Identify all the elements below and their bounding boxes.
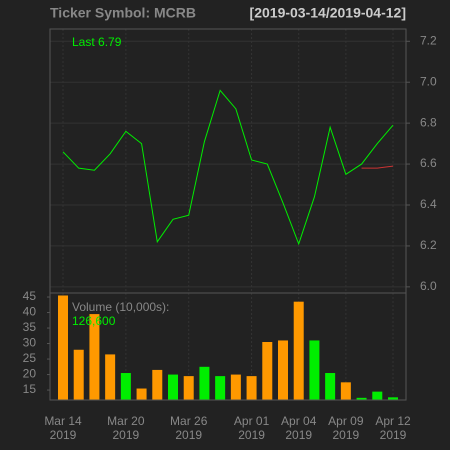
x-tick-label: Mar 26 [170,414,208,428]
y-tick-label: 45 [23,289,37,303]
volume-bar [89,314,100,400]
volume-bar [73,349,84,400]
volume-bar [105,354,116,400]
y-tick-label: 40 [23,305,37,319]
volume-bar [372,391,383,400]
price-line [62,89,394,246]
x-tick-year: 2019 [380,428,407,442]
volume-bar [58,295,68,400]
y-tick-label: 20 [23,367,37,381]
price-line [361,165,394,169]
volume-last: 126,600 [72,314,116,328]
x-tick-year: 2019 [333,428,360,442]
volume-bar [136,388,147,400]
x-tick-year: 2019 [113,428,140,442]
y-tick-label: 6.6 [420,156,437,170]
volume-bar [215,376,226,400]
y-tick-label: 7.2 [420,33,437,47]
y-tick-label: 6.0 [420,279,437,293]
x-tick-label: Apr 01 [234,414,270,428]
y-tick-label: 25 [23,351,37,365]
y-tick-label: 6.4 [420,197,437,211]
volume-bar [152,369,163,400]
y-tick-label: 35 [23,320,37,334]
volume-bar [183,376,194,400]
volume-bar [120,373,131,400]
x-tick-label: Apr 09 [328,414,364,428]
y-tick-label: 7.0 [420,74,437,88]
volume-bar [199,366,210,400]
volume-bar [325,373,336,400]
volume-bar [356,397,367,400]
x-tick-year: 2019 [50,428,77,442]
volume-bar [278,340,288,400]
y-tick-label: 30 [23,336,37,350]
volume-bar [388,397,398,400]
y-tick-label: 6.8 [420,115,437,129]
volume-bar [309,340,320,400]
x-tick-year: 2019 [285,428,312,442]
volume-legend: Volume (10,000s): [72,300,169,314]
volume-frame [49,292,407,401]
x-tick-label: Apr 04 [281,414,317,428]
volume-bar [293,301,304,400]
x-tick-label: Mar 20 [107,414,145,428]
volume-bar [246,376,257,400]
volume-bar [262,342,273,400]
x-tick-label: Mar 14 [44,414,82,428]
price-legend: Last 6.79 [72,35,122,49]
volume-bar [168,374,178,400]
x-tick-label: Apr 12 [375,414,411,428]
x-tick-year: 2019 [238,428,265,442]
volume-bar [230,374,241,400]
date-range: [2019-03-14/2019-04-12] [250,5,406,21]
chart-title: Ticker Symbol: MCRB [50,5,196,21]
y-tick-label: 15 [23,382,37,396]
volume-bar [340,382,351,400]
y-tick-label: 6.2 [420,238,437,252]
x-tick-year: 2019 [175,428,202,442]
